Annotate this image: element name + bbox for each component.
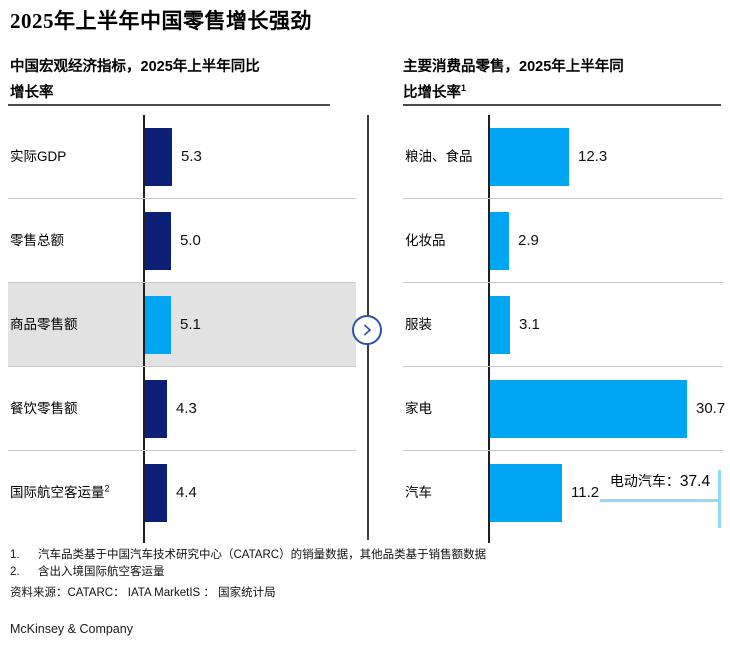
macro-indicators-chart: 实际GDP 5.3 零售总额 5.0 商品零售额 5.1 餐饮零售额 4.3 国… <box>8 115 356 543</box>
bar <box>145 212 171 270</box>
bar-value: 30.7 <box>696 400 726 417</box>
bar-value: 2.9 <box>518 232 539 249</box>
footnote-1: 1. 汽车品类基于中国汽车技术研究中心（CATARC）的销量数据，其他品类基于销售… <box>10 549 487 561</box>
right-axis-line <box>488 115 490 543</box>
page-title: 2025年上半年中国零售增长强劲 <box>10 9 312 33</box>
chevron-right-icon <box>352 315 382 345</box>
ev-annotation-hline <box>600 499 720 502</box>
bar-label: 家电 <box>405 401 432 416</box>
bar-value: 4.3 <box>176 400 197 417</box>
bar-value: 11.2 <box>571 484 600 501</box>
chart-row: 国际航空客运量2 4.4 <box>8 451 356 535</box>
chart-row: 家电 30.7 <box>403 367 726 451</box>
chart-row: 餐饮零售额 4.3 <box>8 367 356 451</box>
bar-value: 5.3 <box>181 148 202 165</box>
left-axis-line <box>143 115 145 543</box>
right-subtitle-line2: 比增长率1 <box>403 83 467 101</box>
bar <box>145 464 167 522</box>
source-line: 资料来源：CATARC： IATA MarketIS ： 国家统计局 <box>10 587 276 599</box>
bar <box>145 380 167 438</box>
bar-label: 零售总额 <box>10 233 64 248</box>
mckinsey-brand: McKinsey & Company <box>10 622 133 636</box>
highlight-band <box>8 283 356 367</box>
consumer-retail-chart: 粮油、食品 12.3 化妆品 2.9 服装 3.1 家电 30.7 汽车 11.… <box>403 115 726 543</box>
left-subtitle-line2: 增长率 <box>10 84 54 101</box>
bar <box>490 212 509 270</box>
left-chart-subtitle: 中国宏观经济指标，2025年上半年同比 增长率 <box>10 57 332 104</box>
chart-row: 零售总额 5.0 <box>8 199 356 283</box>
bar-value: 4.4 <box>176 484 197 501</box>
bar <box>145 296 171 354</box>
footnotes: 1. 汽车品类基于中国汽车技术研究中心（CATARC）的销量数据，其他品类基于销售… <box>10 547 710 600</box>
bar-label: 国际航空客运量2 <box>10 483 110 500</box>
bar <box>490 296 510 354</box>
bar-value: 5.0 <box>180 232 201 249</box>
bar-label: 化妆品 <box>405 233 446 248</box>
bar-label: 粮油、食品 <box>405 149 473 164</box>
chart-row: 化妆品 2.9 <box>403 199 723 283</box>
footnote-2: 2. 含出入境国际航空客运量 <box>10 566 165 578</box>
chart-row-highlighted: 商品零售额 5.1 <box>8 283 356 367</box>
bar-label: 餐饮零售额 <box>10 401 78 416</box>
chart-row: 实际GDP 5.3 <box>8 115 356 199</box>
chart-row: 汽车 11.2 <box>403 451 723 535</box>
bar <box>490 380 687 438</box>
right-chart-subtitle: 主要消费品零售，2025年上半年同 比增长率1 <box>403 57 721 104</box>
bar-label: 商品零售额 <box>10 317 78 332</box>
bar-label: 实际GDP <box>10 149 67 164</box>
right-subtitle-rule <box>403 104 721 106</box>
bar-value: 5.1 <box>180 316 201 333</box>
bar <box>490 464 562 522</box>
right-subtitle-line1: 主要消费品零售，2025年上半年同 <box>403 59 624 75</box>
bar <box>145 128 172 186</box>
bar-label: 服装 <box>405 317 432 332</box>
bar-label: 汽车 <box>405 485 432 500</box>
bar-value: 3.1 <box>519 316 540 333</box>
bar-value: 12.3 <box>578 148 608 165</box>
chart-row: 服装 3.1 <box>403 283 723 367</box>
left-subtitle-rule <box>8 104 330 106</box>
bar <box>490 128 569 186</box>
chart-row: 粮油、食品 12.3 <box>403 115 723 199</box>
ev-annotation: 电动汽车：37.4 <box>609 473 711 490</box>
ev-annotation-vline <box>718 470 721 528</box>
left-subtitle-line1: 中国宏观经济指标，2025年上半年同比 <box>10 59 260 75</box>
